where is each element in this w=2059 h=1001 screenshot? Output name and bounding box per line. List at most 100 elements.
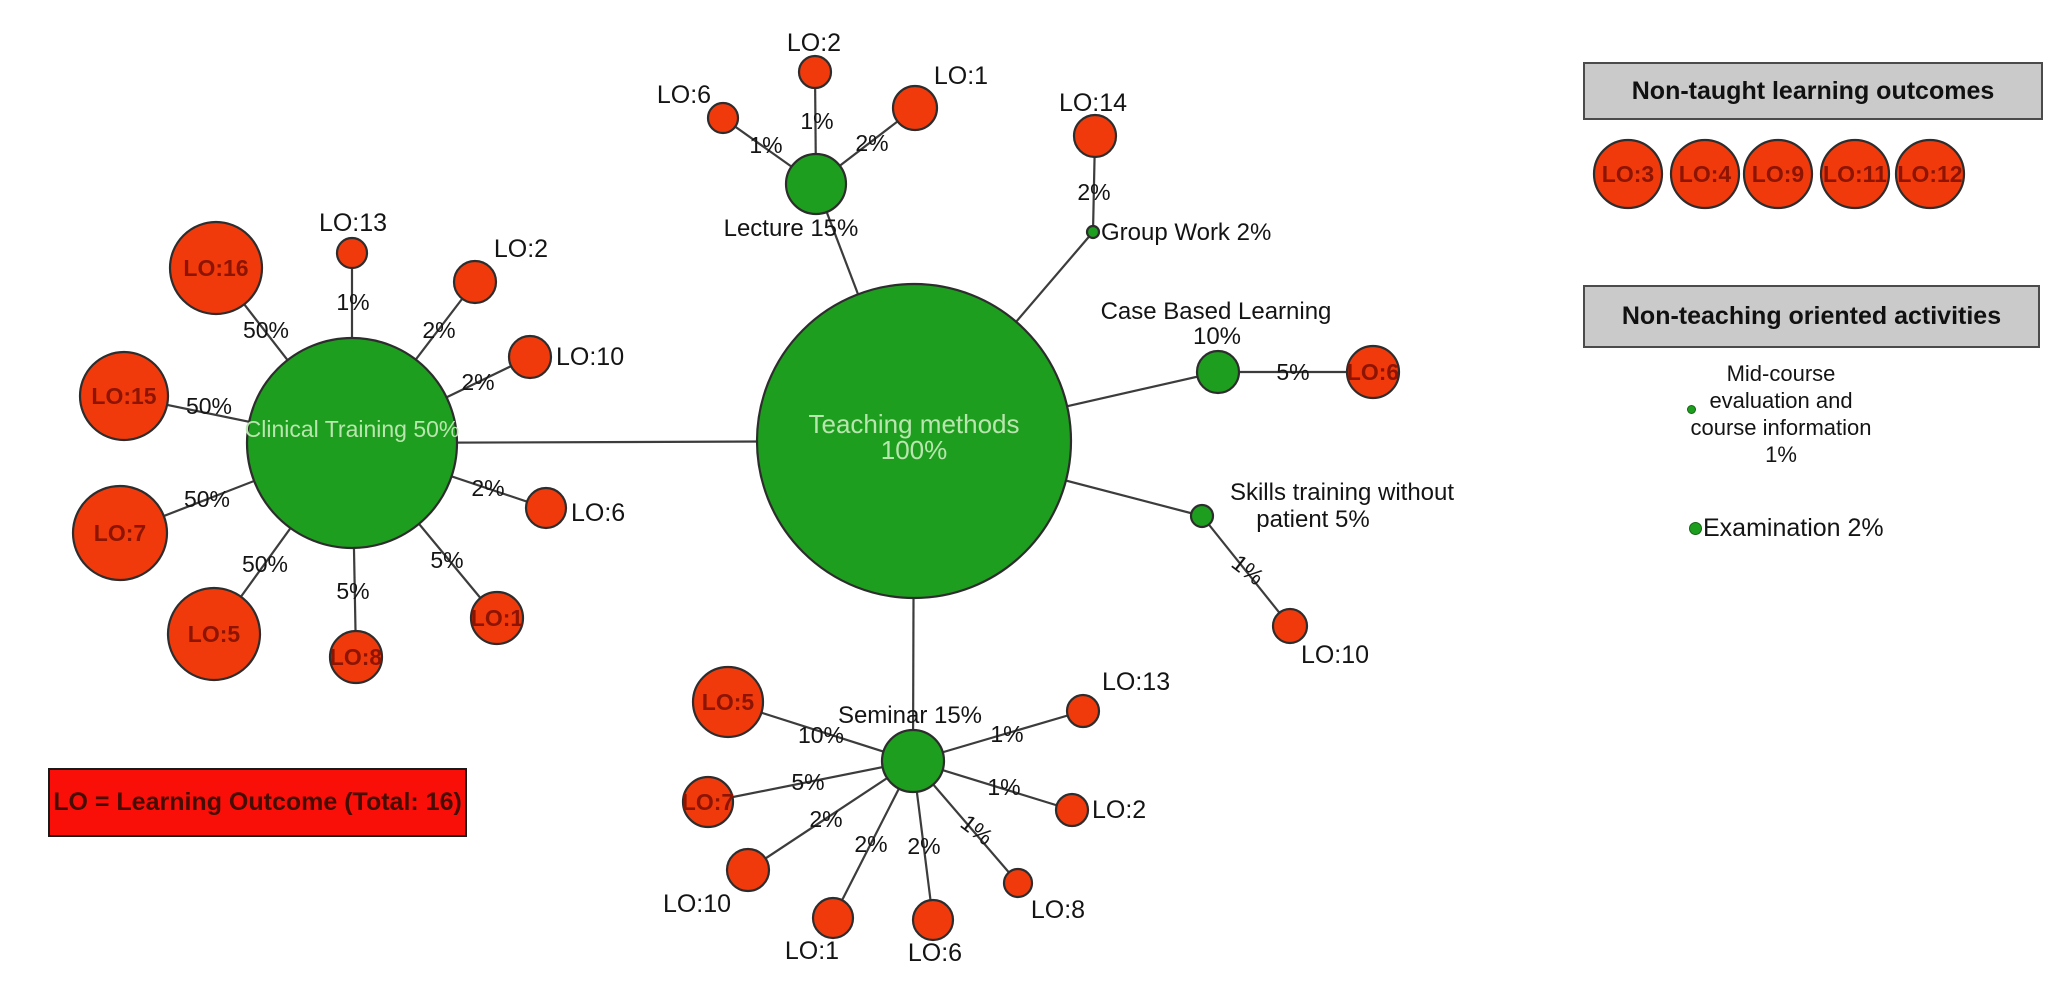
edge-label-seminar-ss2: 1% xyxy=(987,774,1020,800)
node-lec_lo2-label: LO:2 xyxy=(787,29,841,57)
edge-label-clinical-c_lo8: 5% xyxy=(336,578,369,604)
node-nt11-circle xyxy=(1819,138,1891,210)
node-c_lo10-circle xyxy=(507,334,553,380)
lo-key-box: LO = Learning Outcome (Total: 16) xyxy=(48,768,467,837)
edge-label-lecture-lec_lo6: 1% xyxy=(749,132,782,158)
edge-label-clinical-c_lo13: 1% xyxy=(336,289,369,315)
node-cbl_lo6-circle xyxy=(1345,344,1401,400)
node-lecture-label: Lecture 15% xyxy=(724,215,859,242)
edge-label-seminar-ss1: 2% xyxy=(854,831,887,857)
node-teaching-circle xyxy=(755,282,1073,600)
edge-label-clinical-c_lo10: 2% xyxy=(461,369,494,395)
node-ss1-circle xyxy=(811,896,855,940)
node-lo14-circle xyxy=(1072,113,1118,159)
node-cbl_lo6-label: LO:6 xyxy=(1347,359,1399,385)
node-c_lo10-label: LO:10 xyxy=(556,343,624,371)
node-skills-circle xyxy=(1189,503,1215,529)
edge-label-seminar-ss6: 2% xyxy=(907,833,940,859)
edge-label-lo14-groupwork: 2% xyxy=(1077,179,1110,205)
edge-seminar-ss10 xyxy=(747,760,914,871)
node-ss7-label: LO:7 xyxy=(682,789,734,815)
edge-seminar-ss7 xyxy=(707,759,914,804)
midcourse-dot xyxy=(1687,405,1696,414)
node-ss8-label: LO:8 xyxy=(1031,896,1085,924)
edge-label-cbl-cbl_lo6: 5% xyxy=(1276,359,1309,385)
node-groupwork-label: Group Work 2% xyxy=(1101,219,1271,246)
node-lo14-label: LO:14 xyxy=(1059,89,1127,117)
edge-label-clinical-c_lo6: 2% xyxy=(471,475,504,501)
node-c_lo16-circle xyxy=(168,220,264,316)
node-c_lo8-label: LO:8 xyxy=(330,644,383,670)
node-lec_lo6-circle xyxy=(706,101,740,135)
node-nt9-label: LO:9 xyxy=(1752,161,1804,187)
node-lecture-circle xyxy=(784,152,848,216)
node-lec_lo1-label: LO:1 xyxy=(934,62,988,90)
non-teaching-legend-box: Non-teaching oriented activities xyxy=(1583,285,2040,348)
node-nt3-label: LO:3 xyxy=(1602,161,1654,187)
node-teaching-label: Teaching methods xyxy=(808,409,1019,439)
node-c_lo1-circle xyxy=(469,590,525,646)
examination-item-label: Examination 2% xyxy=(1703,514,1884,542)
node-seminar-label: Seminar 15% xyxy=(838,702,982,729)
node-teaching-label-1: 100% xyxy=(881,435,948,465)
node-c_lo6-label: LO:6 xyxy=(571,499,625,527)
node-c_lo6-circle xyxy=(524,486,568,530)
node-nt3-circle xyxy=(1592,138,1664,210)
edge-label-clinical-c_lo15: 50% xyxy=(186,393,232,419)
node-ss5-circle xyxy=(691,665,765,739)
node-ss1-label: LO:1 xyxy=(785,937,839,965)
edge-label-lecture-lec_lo2: 1% xyxy=(800,108,833,134)
node-c_lo2-circle xyxy=(452,259,498,305)
node-ss10-circle xyxy=(725,847,771,893)
edge-label-seminar-ss13: 1% xyxy=(990,721,1023,747)
edge-label-clinical-c_lo7: 50% xyxy=(184,486,230,512)
edge-label-lecture-lec_lo1: 2% xyxy=(855,130,888,156)
node-c_lo13-label: LO:13 xyxy=(319,209,387,237)
node-c_lo16-label: LO:16 xyxy=(183,255,248,281)
non-taught-legend-title: Non-taught learning outcomes xyxy=(1631,76,1995,105)
node-sk_lo10-circle xyxy=(1271,607,1309,645)
edge-label-seminar-ss7: 5% xyxy=(791,769,824,795)
node-ss13-label: LO:13 xyxy=(1102,668,1170,696)
node-ss6-label: LO:6 xyxy=(908,939,962,967)
node-c_lo13-circle xyxy=(335,236,369,270)
edge-skills-sk_lo10 xyxy=(1201,515,1291,627)
node-nt12-label: LO:12 xyxy=(1897,161,1962,187)
node-lec_lo2-circle xyxy=(797,54,833,90)
non-teaching-legend-title: Non-teaching oriented activities xyxy=(1621,302,2002,330)
node-nt4-label: LO:4 xyxy=(1679,161,1732,187)
node-ss8-circle xyxy=(1002,867,1034,899)
node-clinical-label: Clinical Training 50% xyxy=(245,416,460,442)
node-nt9-circle xyxy=(1742,138,1814,210)
edge-label-clinical-c_lo5: 50% xyxy=(242,551,288,577)
node-nt4-circle xyxy=(1669,138,1741,210)
node-c_lo1-label: LO:1 xyxy=(471,605,524,631)
node-c_lo15-circle xyxy=(78,350,170,442)
node-ss2-label: LO:2 xyxy=(1092,796,1146,824)
edge-label-clinical-c_lo2: 2% xyxy=(422,317,455,343)
lo-key-label: LO = Learning Outcome (Total: 16) xyxy=(53,788,462,816)
node-cbl-circle xyxy=(1195,349,1241,395)
examination-dot xyxy=(1689,522,1702,535)
node-ss13-circle xyxy=(1065,693,1101,729)
node-c_lo5-label: LO:5 xyxy=(188,621,241,647)
node-ss6-circle xyxy=(911,898,955,942)
node-sk_lo10-label: LO:10 xyxy=(1301,641,1369,669)
non-taught-legend-box: Non-taught learning outcomes xyxy=(1583,62,2043,120)
edge-label-seminar-ss5: 10% xyxy=(798,722,844,748)
node-nt11-label: LO:11 xyxy=(1823,161,1887,187)
node-ss7-circle xyxy=(681,775,735,829)
node-c_lo7-circle xyxy=(71,484,169,582)
edge-label-clinical-c_lo1: 5% xyxy=(430,547,463,573)
node-ss10-label: LO:10 xyxy=(663,890,731,918)
node-skills-label-1: patient 5% xyxy=(1256,506,1369,533)
node-cbl-label: Case Based Learning xyxy=(1101,298,1332,325)
node-groupwork-circle xyxy=(1085,224,1101,240)
edge-label-seminar-ss10: 2% xyxy=(809,806,842,832)
node-c_lo7-label: LO:7 xyxy=(94,520,146,546)
node-c_lo8-circle xyxy=(328,629,384,685)
node-lec_lo6-label: LO:6 xyxy=(657,81,711,109)
node-lec_lo1-circle xyxy=(891,84,939,132)
